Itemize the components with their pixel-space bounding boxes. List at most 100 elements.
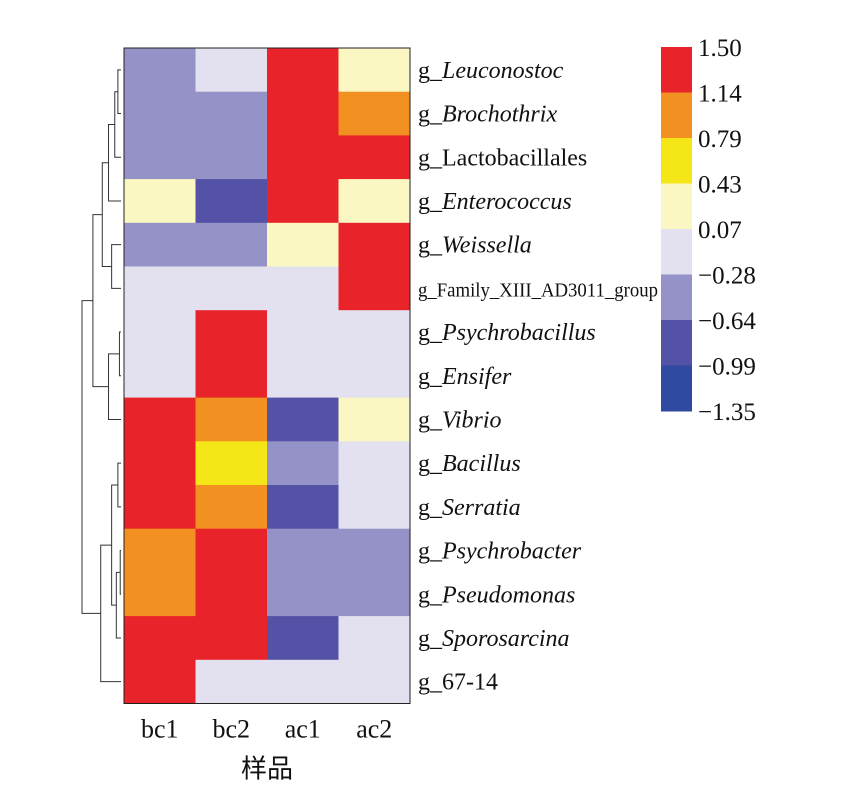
legend-label: 1.14: [698, 81, 742, 108]
heatmap-cell: [195, 616, 268, 661]
column-labels: bc1 bc2 ac1 ac2: [141, 715, 392, 744]
dendrogram-branch: [81, 300, 101, 614]
row-label-name: Psychrobacter: [441, 539, 582, 565]
heatmap-cells: [124, 48, 411, 704]
heatmap-cell: [267, 659, 339, 704]
heatmap-cell: [338, 528, 411, 573]
row-label-prefix: g_: [418, 670, 443, 696]
row-label: g_Pseudomonas: [418, 582, 575, 608]
column-label: bc1: [141, 715, 179, 744]
heatmap-cell: [267, 266, 339, 311]
row-label: g_Sporosarcina: [418, 626, 570, 652]
heatmap-cell: [124, 528, 196, 573]
legend-swatch: [661, 183, 692, 230]
heatmap-cell: [338, 310, 411, 355]
heatmap-cell: [195, 572, 268, 617]
heatmap-cell: [267, 48, 339, 93]
column-label: ac1: [285, 715, 321, 744]
heatmap-cell: [124, 135, 196, 180]
heatmap-cell: [124, 397, 196, 442]
legend-swatch: [661, 365, 692, 412]
row-label: g_Weissella: [418, 233, 532, 259]
legend-swatch: [661, 138, 692, 184]
legend-swatch: [661, 274, 692, 321]
row-label-prefix: g_: [418, 279, 438, 301]
row-label: g_Lactobacillales: [418, 145, 587, 171]
heatmap-cell: [338, 572, 411, 617]
row-label-prefix: g_: [418, 145, 443, 171]
row-dendrogram: [81, 69, 121, 683]
heatmap-cell: [195, 91, 268, 136]
legend-label: 1.50: [698, 35, 742, 62]
dendrogram-branch: [111, 484, 118, 606]
legend-swatch: [661, 47, 692, 93]
heatmap-cell: [267, 310, 339, 355]
legend-label: 0.43: [698, 172, 742, 199]
heatmap-cell: [338, 659, 411, 704]
row-label-name: Lactobacillales: [442, 145, 587, 171]
heatmap-cell: [195, 135, 268, 180]
row-label-prefix: g_: [418, 233, 443, 259]
heatmap-cell: [124, 179, 196, 224]
row-label-prefix: g_: [418, 407, 443, 433]
heatmap-cell: [338, 441, 411, 486]
legend-label: −0.64: [698, 308, 756, 335]
heatmap-cell: [124, 659, 196, 704]
heatmap-cell: [338, 485, 411, 530]
row-label-prefix: g_: [418, 495, 443, 521]
heatmap-cell: [267, 91, 339, 136]
heatmap-cell: [338, 48, 411, 93]
heatmap-cell: [124, 91, 196, 136]
row-label-prefix: g_: [418, 102, 443, 128]
heatmap-cell: [195, 310, 268, 355]
dendrogram-branch: [92, 214, 109, 388]
heatmap-cell: [124, 485, 196, 530]
heatmap-cell: [124, 310, 196, 355]
heatmap-cell: [195, 48, 268, 93]
heatmap-cell: [338, 135, 411, 180]
heatmap-cell: [124, 266, 196, 311]
row-label-name: Enterococcus: [441, 189, 572, 215]
heatmap-cell: [124, 441, 196, 486]
heatmap-cell: [267, 353, 339, 399]
heatmap-cell: [124, 616, 196, 661]
heatmap-cell: [267, 135, 339, 180]
heatmap-cell: [195, 222, 268, 267]
column-label: bc2: [212, 715, 250, 744]
legend-swatch: [661, 320, 692, 366]
row-label-name: Leuconostoc: [441, 58, 564, 84]
color-legend: 1.50 1.14 0.79 0.43 0.07 −0.28 −0.64 −0.99 −1.35: [661, 35, 756, 426]
heatmap-cell: [338, 616, 411, 661]
heatmap-cell: [124, 572, 196, 617]
heatmap-cell: [195, 179, 268, 224]
row-label-name: Sporosarcina: [442, 626, 570, 652]
row-label-prefix: g_: [418, 626, 443, 652]
heatmap-cell: [124, 48, 196, 93]
heatmap-cell: [267, 616, 339, 661]
dendrogram-branch: [100, 544, 121, 683]
row-label-prefix: g_: [418, 451, 443, 477]
row-label-name: Family_XIII_AD3011_group: [437, 279, 658, 301]
row-label-name: Brochothrix: [442, 102, 557, 128]
legend-swatch: [661, 92, 692, 139]
row-label: g_Psychrobacter: [418, 539, 582, 565]
row-label-prefix: g_: [418, 582, 443, 608]
row-label-prefix: g_: [418, 320, 443, 346]
row-label-name: Ensifer: [441, 364, 512, 390]
heatmap-cell: [124, 353, 196, 399]
heatmap-cell: [338, 266, 411, 311]
heatmap-cell: [124, 222, 196, 267]
dendrogram-branch: [111, 244, 121, 289]
heatmap-cell: [338, 397, 411, 442]
row-label: g_Family_XIII_AD3011_group: [418, 279, 658, 301]
row-label-name: Pseudomonas: [441, 582, 575, 608]
heatmap-cell: [195, 659, 268, 704]
dendrogram-branch: [119, 550, 121, 595]
row-label-name: Vibrio: [442, 407, 502, 433]
dendrogram-branch: [117, 462, 121, 508]
row-label: g_67-14: [418, 670, 498, 696]
row-label-prefix: g_: [418, 189, 443, 215]
heatmap-cell: [267, 397, 339, 442]
legend-label: −0.99: [698, 354, 756, 381]
